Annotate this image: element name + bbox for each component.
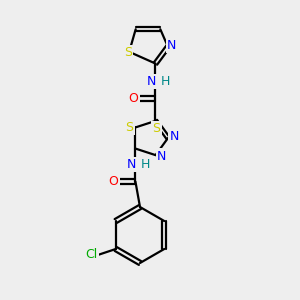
Text: N: N xyxy=(169,130,179,143)
Text: O: O xyxy=(129,92,138,105)
Text: N: N xyxy=(157,150,166,163)
Text: N: N xyxy=(147,75,156,88)
Text: S: S xyxy=(125,121,134,134)
Text: H: H xyxy=(141,158,150,171)
Text: N: N xyxy=(167,39,177,52)
Text: Cl: Cl xyxy=(85,248,98,262)
Text: H: H xyxy=(161,75,170,88)
Text: S: S xyxy=(152,122,160,135)
Text: N: N xyxy=(127,158,136,171)
Text: S: S xyxy=(124,46,132,59)
Text: O: O xyxy=(109,175,118,188)
